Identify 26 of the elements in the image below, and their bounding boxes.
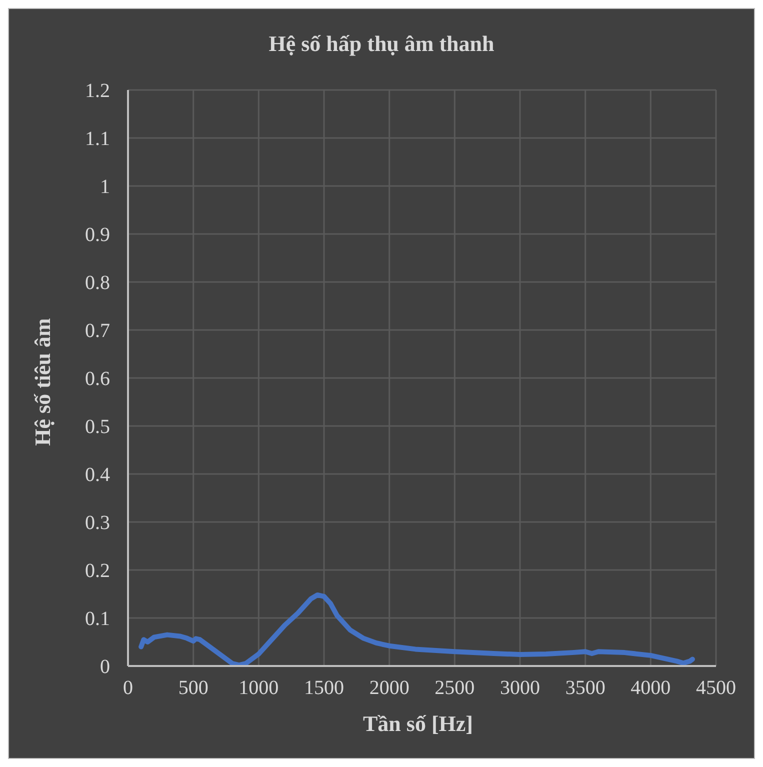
y-tick-label: 1.2 (85, 80, 110, 102)
chart-title: Hệ số hấp thụ âm thanh (268, 31, 496, 57)
x-tick-label: 4000 (630, 677, 671, 700)
x-tick-label: 2500 (434, 677, 475, 700)
y-tick-label: 0.9 (85, 224, 110, 246)
x-tick-label: 1500 (304, 677, 344, 700)
y-tick-label: 1.1 (85, 128, 110, 150)
x-axis-title: Tần số [Hz] (362, 711, 474, 737)
y-tick-label: 0.2 (85, 560, 110, 582)
y-tick-label: 0.4 (85, 464, 110, 486)
y-tick-label: 0.1 (85, 608, 110, 630)
x-tick-label: 0 (123, 677, 133, 700)
y-tick-label: 0.3 (85, 512, 110, 534)
y-tick-label: 0 (100, 656, 110, 678)
x-tick-label: 3000 (500, 677, 540, 700)
x-tick-label: 2000 (369, 677, 410, 700)
x-tick-label: 1000 (238, 677, 279, 700)
y-tick-label: 0.8 (85, 272, 110, 294)
y-tick-label: 0.6 (85, 368, 110, 390)
y-axis-title: Hệ số tiêu âm (30, 318, 56, 446)
x-tick-label: 500 (178, 677, 208, 700)
y-tick-label: 0.5 (85, 416, 110, 438)
x-tick-label: 3500 (565, 677, 606, 700)
x-tick-label: 4500 (696, 677, 736, 700)
y-tick-label: 1 (100, 176, 110, 198)
y-tick-label: 0.7 (85, 320, 110, 342)
